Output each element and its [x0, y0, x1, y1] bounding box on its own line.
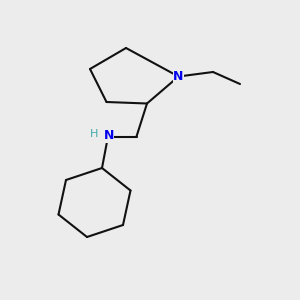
Text: N: N	[103, 129, 114, 142]
Text: N: N	[173, 70, 184, 83]
Text: H: H	[90, 129, 99, 139]
